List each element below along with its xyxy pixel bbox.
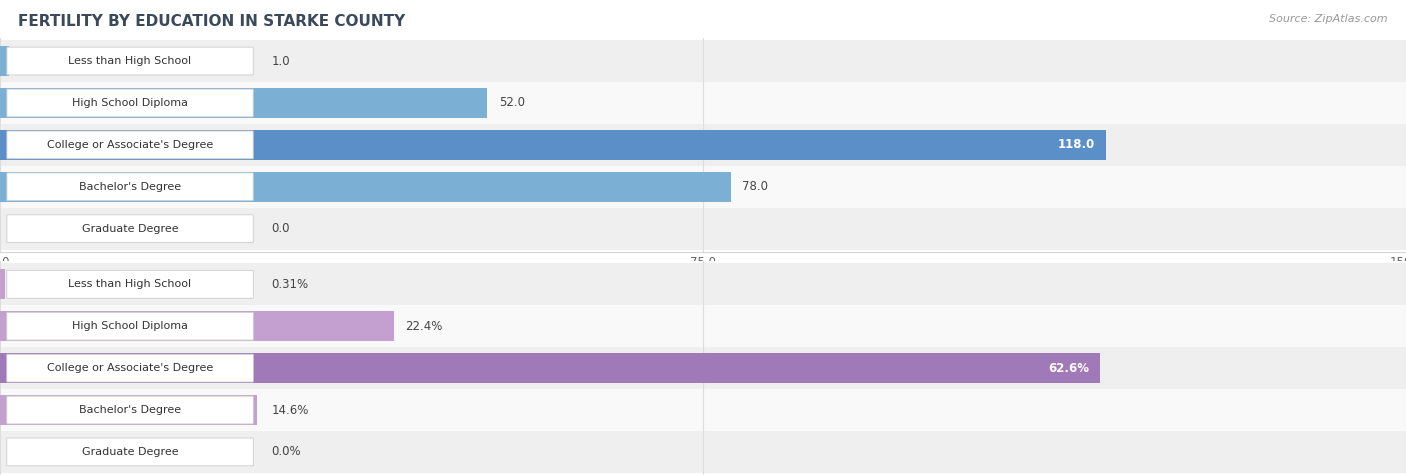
- FancyBboxPatch shape: [7, 173, 253, 201]
- Text: Source: ZipAtlas.com: Source: ZipAtlas.com: [1270, 14, 1388, 24]
- FancyBboxPatch shape: [7, 270, 253, 298]
- Bar: [0, 130, 1107, 160]
- Text: Graduate Degree: Graduate Degree: [82, 224, 179, 234]
- Bar: [0, 269, 6, 299]
- Text: 62.6%: 62.6%: [1047, 361, 1088, 375]
- Bar: [0, 311, 394, 342]
- Bar: [0, 171, 731, 202]
- Bar: [0, 82, 1406, 124]
- FancyBboxPatch shape: [7, 89, 253, 117]
- Text: 78.0: 78.0: [742, 180, 768, 193]
- FancyBboxPatch shape: [7, 312, 253, 340]
- Text: 118.0: 118.0: [1057, 138, 1095, 152]
- Text: Graduate Degree: Graduate Degree: [82, 447, 179, 457]
- Bar: [0, 263, 1406, 305]
- Bar: [0, 124, 1406, 166]
- Text: FERTILITY BY EDUCATION IN STARKE COUNTY: FERTILITY BY EDUCATION IN STARKE COUNTY: [18, 14, 405, 29]
- Text: High School Diploma: High School Diploma: [72, 321, 188, 331]
- Bar: [0, 46, 10, 76]
- FancyBboxPatch shape: [7, 131, 253, 159]
- Bar: [0, 40, 1406, 82]
- FancyBboxPatch shape: [7, 396, 253, 424]
- Text: 52.0: 52.0: [499, 96, 524, 109]
- Text: 22.4%: 22.4%: [405, 320, 443, 332]
- Text: College or Associate's Degree: College or Associate's Degree: [46, 140, 214, 150]
- Text: 14.6%: 14.6%: [271, 404, 309, 417]
- Bar: [0, 88, 488, 118]
- Bar: [0, 166, 1406, 208]
- Text: Less than High School: Less than High School: [69, 56, 191, 66]
- Text: High School Diploma: High School Diploma: [72, 98, 188, 108]
- Text: College or Associate's Degree: College or Associate's Degree: [46, 363, 214, 373]
- FancyBboxPatch shape: [7, 215, 253, 243]
- FancyBboxPatch shape: [7, 47, 253, 75]
- Text: Bachelor's Degree: Bachelor's Degree: [79, 405, 181, 415]
- Bar: [0, 389, 1406, 431]
- Text: Less than High School: Less than High School: [69, 279, 191, 289]
- Bar: [0, 395, 256, 425]
- Bar: [0, 305, 1406, 347]
- Bar: [0, 208, 1406, 250]
- FancyBboxPatch shape: [7, 438, 253, 466]
- Text: 0.0: 0.0: [271, 222, 290, 235]
- Text: 1.0: 1.0: [271, 55, 290, 67]
- Bar: [0, 353, 1099, 383]
- FancyBboxPatch shape: [7, 354, 253, 382]
- Bar: [0, 347, 1406, 389]
- Bar: [0, 431, 1406, 473]
- Text: Bachelor's Degree: Bachelor's Degree: [79, 182, 181, 192]
- Text: 0.31%: 0.31%: [271, 278, 308, 291]
- Text: 0.0%: 0.0%: [271, 446, 301, 458]
